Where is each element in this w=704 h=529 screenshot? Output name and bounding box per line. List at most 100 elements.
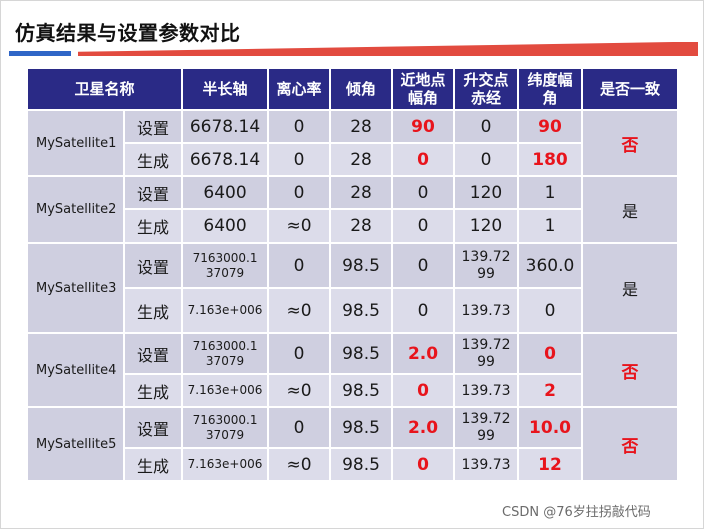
agree-status: 是 <box>581 175 680 244</box>
cell: 0 <box>267 109 332 144</box>
cell: 90 <box>391 109 456 144</box>
row-kind: 设置 <box>122 175 184 210</box>
slide-title: 仿真结果与设置参数对比 <box>15 21 241 45</box>
cell: 6678.14 <box>181 142 270 177</box>
cell: 6400 <box>181 208 270 244</box>
header-cell: 近地点 幅角 <box>391 67 456 111</box>
table-row: MySatellite3 设置 7163000.137079 0 98.5 0 … <box>26 242 680 334</box>
cell: 0 <box>453 142 520 177</box>
cell: 0 <box>391 287 456 334</box>
cell: 0 <box>391 447 456 482</box>
cell: 6400 <box>181 175 270 210</box>
cell: 139.73 <box>453 287 520 334</box>
cell: 0 <box>391 175 456 210</box>
satellite-name: MySatellite2 <box>26 175 125 244</box>
comparison-table: 卫星名称 半长轴 离心率 倾角 近地点 幅角 升交点 赤经 纬度幅角 是否一致 My… <box>25 67 680 482</box>
cell: 139.73 <box>453 447 520 482</box>
table-row: MySatellite2 设置 6400 0 28 0 120 1 是 <box>26 175 680 244</box>
header-cell: 是否一致 <box>581 67 680 111</box>
cell: 28 <box>329 142 394 177</box>
cell: 0 <box>267 175 332 210</box>
row-kind: 设置 <box>122 242 184 289</box>
cell: 139.7299 <box>453 406 520 449</box>
satellite-name: MySatellite3 <box>26 242 125 334</box>
cell: 12 <box>517 447 584 482</box>
cell: 7.163e+006 <box>181 287 270 334</box>
cell: 0 <box>517 287 584 334</box>
table-row: MySatellite4 设置 7163000.137079 0 98.5 2.… <box>26 332 680 408</box>
row-kind: 生成 <box>122 208 184 244</box>
cell: ≈0 <box>267 287 332 334</box>
row-kind: 设置 <box>122 109 184 144</box>
cell: 98.5 <box>329 242 394 289</box>
cell: 1 <box>517 208 584 244</box>
cell: 98.5 <box>329 373 394 408</box>
cell: 7163000.137079 <box>181 332 270 375</box>
cell: 7.163e+006 <box>181 373 270 408</box>
watermark: CSDN @76岁拄拐敲代码 <box>502 505 651 520</box>
cell: 120 <box>453 208 520 244</box>
cell: 0 <box>453 109 520 144</box>
cell: 0 <box>267 142 332 177</box>
row-kind: 生成 <box>122 447 184 482</box>
cell: 0 <box>391 242 456 289</box>
cell: 2.0 <box>391 406 456 449</box>
header-cell: 半长轴 <box>181 67 270 111</box>
agree-status: 是 <box>581 242 680 334</box>
header-cell: 倾角 <box>329 67 394 111</box>
cell: ≈0 <box>267 208 332 244</box>
header-cell: 离心率 <box>267 67 332 111</box>
table-row: 生成 6400 ≈0 28 0 120 1 <box>27 208 678 244</box>
cell: ≈0 <box>267 447 332 482</box>
cell: 28 <box>329 109 394 144</box>
header-cell: 卫星名称 <box>25 67 184 111</box>
cell: 98.5 <box>329 332 394 375</box>
table-row: 生成 7.163e+006 ≈0 98.5 0 139.73 12 <box>27 447 678 482</box>
cell: 120 <box>453 175 520 210</box>
header-cell: 升交点 赤经 <box>453 67 520 111</box>
agree-status: 否 <box>581 406 680 482</box>
cell: 28 <box>329 175 394 210</box>
row-kind: 设置 <box>122 406 184 449</box>
cell: 2 <box>517 373 584 408</box>
cell: 0 <box>391 373 456 408</box>
header-row: 卫星名称 半长轴 离心率 倾角 近地点 幅角 升交点 赤经 纬度幅角 是否一致 <box>25 67 680 111</box>
satellite-name: MySatellite4 <box>26 332 125 408</box>
cell: 98.5 <box>329 447 394 482</box>
cell: 10.0 <box>517 406 584 449</box>
table-row: 生成 6678.14 0 28 0 0 180 <box>27 142 678 177</box>
cell: 1 <box>517 175 584 210</box>
table-row: MySatellite1 设置 6678.14 0 28 90 0 90 否 <box>26 109 680 177</box>
cell: 180 <box>517 142 584 177</box>
cell: 139.73 <box>453 373 520 408</box>
table-row: 生成 7.163e+006 ≈0 98.5 0 139.73 2 <box>27 373 678 408</box>
row-kind: 生成 <box>122 142 184 177</box>
cell: 0 <box>391 208 456 244</box>
cell: 2.0 <box>391 332 456 375</box>
satellite-name: MySatellite1 <box>26 109 125 177</box>
cell: 0 <box>267 406 332 449</box>
table-row: MySatellite5 设置 7163000.137079 0 98.5 2.… <box>26 406 680 482</box>
cell: 6678.14 <box>181 109 270 144</box>
cell: ≈0 <box>267 373 332 408</box>
row-kind: 设置 <box>122 332 184 375</box>
agree-status: 否 <box>581 332 680 408</box>
cell: 7163000.137079 <box>181 242 270 289</box>
cell: 7.163e+006 <box>181 447 270 482</box>
title-accent-blue-bar <box>9 51 71 56</box>
cell: 0 <box>391 142 456 177</box>
cell: 90 <box>517 109 584 144</box>
cell: 139.7299 <box>453 242 520 289</box>
cell: 98.5 <box>329 406 394 449</box>
row-kind: 生成 <box>122 287 184 334</box>
header-cell: 纬度幅角 <box>517 67 584 111</box>
row-kind: 生成 <box>122 373 184 408</box>
cell: 0 <box>267 332 332 375</box>
agree-status: 否 <box>581 109 680 177</box>
table-row: 生成 7.163e+006 ≈0 98.5 0 139.73 0 <box>27 287 678 334</box>
cell: 98.5 <box>329 287 394 334</box>
cell: 360.0 <box>517 242 584 289</box>
satellite-name: MySatellite5 <box>26 406 125 482</box>
cell: 28 <box>329 208 394 244</box>
